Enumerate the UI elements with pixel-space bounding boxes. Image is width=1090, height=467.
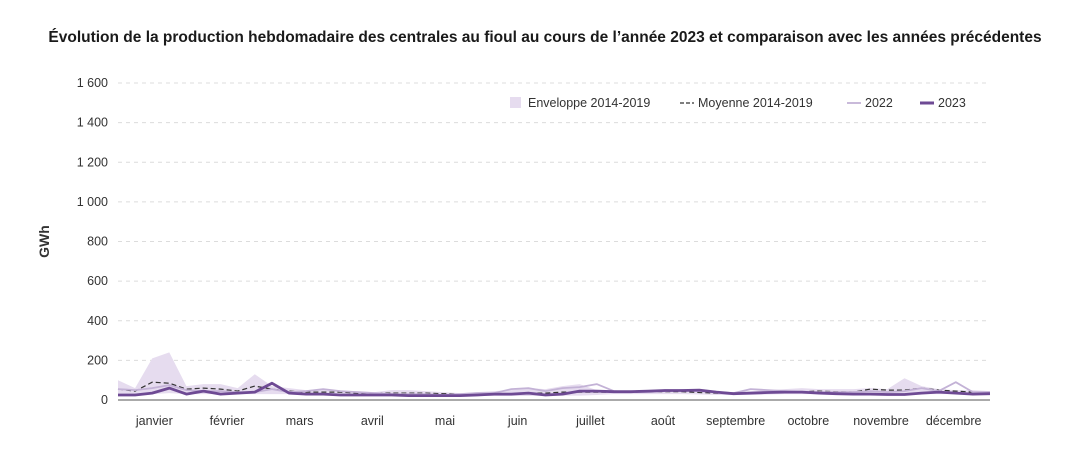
legend-label: Moyenne 2014-2019 (698, 96, 813, 110)
x-tick-label: mars (286, 414, 314, 428)
x-tick-label: octobre (787, 414, 829, 428)
x-tick-label: mai (435, 414, 455, 428)
y-axis-label: GWh (36, 225, 52, 258)
x-tick-label: novembre (853, 414, 909, 428)
y-tick-label: 800 (87, 235, 108, 249)
legend-label: Enveloppe 2014-2019 (528, 96, 650, 110)
x-tick-label: avril (361, 414, 384, 428)
series-line-2022 (117, 381, 990, 396)
legend: Enveloppe 2014-2019 Moyenne 2014-2019 2022… (510, 96, 966, 110)
x-tick-label: juillet (575, 414, 605, 428)
y-tick-label: 1 600 (77, 76, 108, 90)
legend-swatch (510, 97, 521, 108)
y-tick-label: 1 200 (77, 155, 108, 169)
legend-label: 2022 (865, 96, 893, 110)
y-tick-label: 200 (87, 353, 108, 367)
x-tick-label: janvier (135, 414, 173, 428)
x-tick-label: août (651, 414, 676, 428)
legend-label: 2023 (938, 96, 966, 110)
y-axis: 0 200 400 600 800 1 000 1 200 1 400 1 600 (77, 76, 108, 407)
plot-area (117, 352, 991, 398)
x-tick-label: juin (507, 414, 528, 428)
x-axis: janvier février mars avril mai juin juillet aoû… (135, 414, 982, 428)
y-tick-label: 400 (87, 314, 108, 328)
x-tick-label: septembre (706, 414, 765, 428)
grid-lines (118, 82, 990, 401)
chart-title: Évolution de la production hebdomadaire … (48, 29, 1042, 46)
y-tick-label: 1 400 (77, 116, 108, 130)
series-line-2023 (118, 381, 991, 398)
x-tick-label: février (210, 414, 245, 428)
y-tick-label: 0 (101, 393, 108, 407)
y-tick-label: 600 (87, 274, 108, 288)
y-tick-label: 1 000 (77, 195, 108, 209)
x-tick-label: décembre (926, 414, 982, 428)
